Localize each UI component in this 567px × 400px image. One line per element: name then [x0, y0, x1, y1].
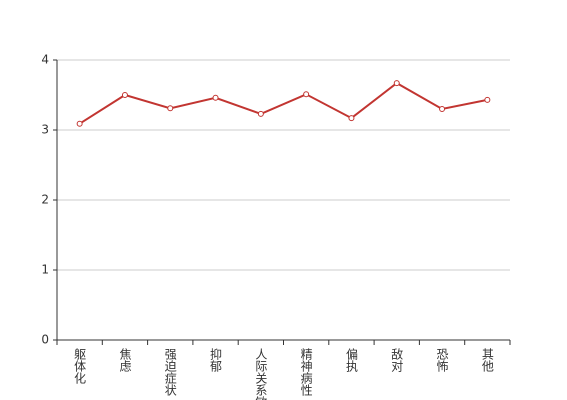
point: [167, 105, 174, 112]
point: [439, 106, 446, 112]
y-tick-label: 3: [41, 123, 49, 137]
point: [212, 94, 219, 101]
x-tick-label: 恐怖: [435, 348, 449, 372]
y-tick-label: 4: [41, 53, 49, 67]
point: [393, 80, 400, 87]
point: [348, 115, 355, 122]
x-tick-label: 偏执: [344, 347, 358, 373]
line: [79, 81, 488, 125]
y-tick-label: 1: [41, 263, 49, 277]
x-tick-label: 躯体化: [73, 347, 87, 385]
x-tick-label: 人际关系敏感: [254, 348, 268, 400]
x-tick-label: 敌对: [390, 347, 404, 372]
x-tick-label: 精神病性: [299, 348, 313, 397]
point: [121, 92, 128, 98]
x-tick-label: 其他: [480, 348, 494, 372]
x-tick-label: 焦虑: [118, 348, 132, 372]
point: [76, 120, 83, 127]
point: [257, 110, 264, 117]
y-tick-label: 2: [41, 193, 49, 207]
y-tick-label: 0: [41, 333, 49, 347]
point: [303, 91, 310, 98]
point: [484, 96, 491, 103]
x-tick-label: 强迫症状: [163, 348, 177, 396]
x-tick-label: 抑郁: [209, 347, 223, 373]
